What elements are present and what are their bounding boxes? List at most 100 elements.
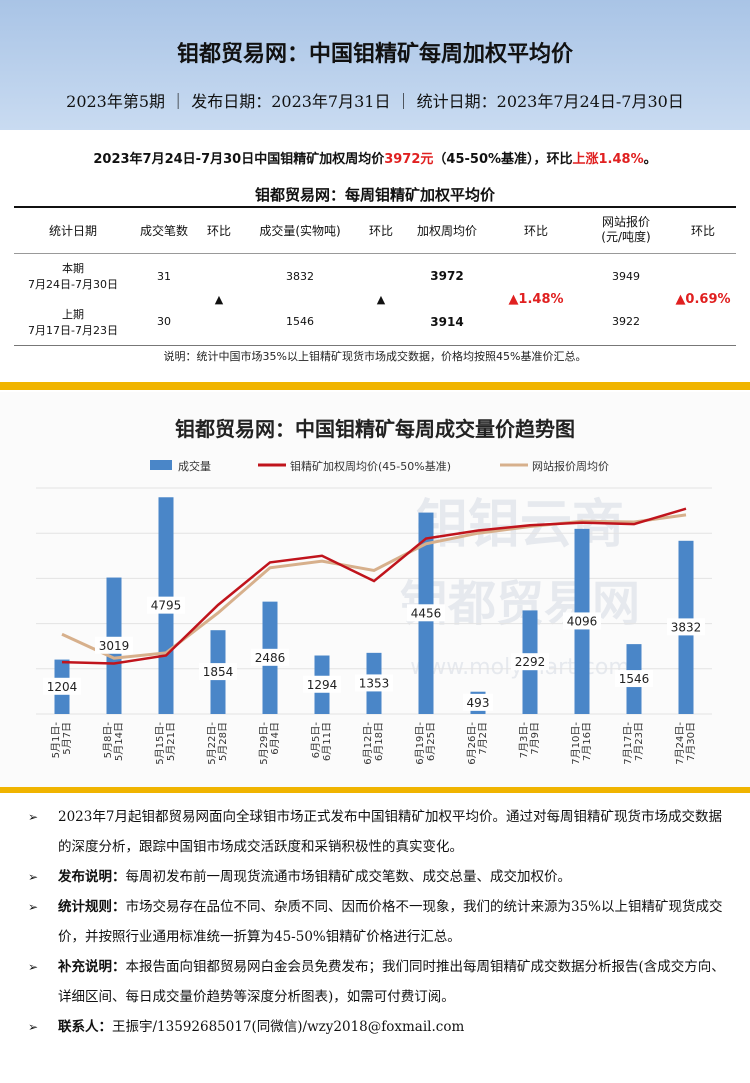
data-label-bg: [563, 612, 601, 630]
x-tick-label: 5月29日-: [258, 722, 270, 765]
list-item: ➢ 补充说明：本报告面向钼都贸易网白金会员免费发布；我们同时推出每周钼精矿成交数据…: [28, 952, 728, 1012]
arrow-icon: ➢: [28, 960, 39, 974]
report-title: 钼都贸易网：中国钼精矿每周加权平均价: [176, 42, 573, 67]
data-label: 2486: [255, 651, 286, 665]
list-item: ➢ 发布说明：每周初发布前一周现货流通市场钼精矿成交笔数、成交总量、成交加权价。: [28, 862, 728, 892]
data-label: 1294: [307, 678, 338, 692]
weekly-price-table: 统计日期 成交笔数 环比 成交量(实物吨) 环比 加权周均价 环比 网站报价 (…: [14, 206, 736, 346]
list-item: ➢ 联系人：王振宇/13592685017(同微信)/wzy2018@foxmai…: [28, 1012, 728, 1042]
legend-label: 网站报价周均价: [532, 459, 609, 473]
summary-suffix: 。: [643, 152, 657, 167]
arrow-icon: ➢: [28, 810, 39, 824]
data-label: 1204: [47, 680, 78, 694]
report-subtitle: 2023年第5期 ｜ 发布日期：2023年7月31日 ｜ 统计日期：2023年7…: [66, 92, 684, 111]
x-tick-label: 5月21日: [165, 722, 177, 761]
legend-label: 钼精矿加权周均价(45-50%基准): [290, 459, 451, 473]
data-label-bg: [615, 670, 653, 688]
divider-bottom: [0, 787, 750, 793]
list-item: ➢ 2023年7月起钼都贸易网面向全球钼市场正式发布中国钼精矿加权平均价。通过对每…: [28, 802, 728, 862]
x-tick-label: 5月8日-: [102, 722, 114, 759]
chart-title: 钼都贸易网：中国钼精矿每周成交量价趋势图: [175, 417, 575, 441]
data-label-bg: [147, 596, 185, 614]
x-tick-label: 5月22日-: [206, 722, 218, 765]
x-tick-label: 5月28日: [217, 722, 229, 761]
row-volume: 3832: [286, 269, 314, 283]
header-count-change: 环比: [196, 207, 242, 254]
x-tick-label: 5月7日: [61, 722, 73, 755]
data-label-bg: [355, 674, 393, 692]
data-label: 3832: [671, 620, 702, 634]
row-volume: 1546: [286, 315, 314, 329]
x-tick-label: 7月17日-: [622, 722, 634, 765]
data-label-bg: [303, 675, 341, 693]
header-site-change: 环比: [670, 207, 736, 254]
x-tick-label: 7月24日-: [674, 722, 686, 765]
data-label: 4096: [567, 614, 598, 628]
summary-price: 3972元: [384, 152, 434, 167]
arrow-icon: ➢: [28, 1020, 39, 1034]
summary-middle: （45-50%基准），环比: [433, 152, 573, 167]
data-label: 493: [467, 696, 490, 710]
row-count: 31: [157, 269, 171, 283]
legend-label: 成交量: [178, 459, 211, 473]
x-tick-label: 6月5日-: [310, 722, 322, 759]
row-site-price: 3949: [612, 269, 640, 283]
divider-top: [0, 382, 750, 390]
x-tick-label: 7月3日-: [518, 722, 530, 759]
x-tick-label: 7月10日-: [570, 722, 582, 765]
header-price: 加权周均价: [404, 207, 490, 254]
x-tick-label: 6月4日: [269, 722, 281, 755]
header-period: 统计日期: [14, 207, 132, 254]
data-label-bg: [199, 663, 237, 681]
x-tick-label: 6月25日: [425, 722, 437, 761]
data-label: 1854: [203, 665, 234, 679]
row-period: 上期 7月17日-7月23日: [28, 307, 118, 337]
x-tick-label: 7月30日: [685, 722, 697, 761]
data-label: 1546: [619, 672, 650, 686]
row-price: 3914: [430, 314, 464, 329]
x-tick-label: 6月11日: [321, 722, 333, 761]
table-note: 说明：统计中国市场35%以上钼精矿现货市场成交数据，价格均按照45%基准价汇总。: [163, 350, 587, 363]
arrow-icon: ➢: [28, 900, 39, 914]
table-row: 本期 7月24日-7月30日 31 ▲ 3832 ▲ 3972 ▲1.48% 39…: [14, 253, 736, 306]
header-count: 成交笔数: [132, 207, 196, 254]
arrow-icon: ➢: [28, 870, 39, 884]
summary-change: 上涨1.48%: [572, 152, 644, 167]
data-label: 3019: [99, 639, 130, 653]
report-header: 钼都贸易网：中国钼精矿每周加权平均价 2023年第5期 ｜ 发布日期：2023年…: [0, 0, 750, 130]
row-period: 本期 7月24日-7月30日: [28, 262, 118, 292]
list-item: ➢ 统计规则：市场交易存在品位不同、杂质不同、因而价格不一现象，我们的统计来源为3…: [28, 892, 728, 952]
data-label: 4456: [411, 606, 442, 620]
data-label-bg: [407, 604, 445, 622]
trend-chart: 钼钼云商钼都贸易网www.molymart.com钼都贸易网：中国钼精矿每周成交…: [36, 417, 712, 765]
x-tick-label: 6月19日-: [414, 722, 426, 765]
table-row: 上期 7月17日-7月23日 30 1546 3914 3922: [14, 299, 736, 345]
summary-prefix: 2023年7月24日-7月30日中国钼精矿加权周均价: [93, 152, 385, 167]
data-label: 4795: [151, 599, 182, 613]
x-tick-label: 6月12日-: [362, 722, 374, 765]
volume-up-icon: ▲: [376, 292, 386, 306]
header-volume: 成交量(实物吨): [242, 207, 358, 254]
notes-list: ➢ 2023年7月起钼都贸易网面向全球钼市场正式发布中国钼精矿加权平均价。通过对每…: [28, 802, 728, 1042]
data-label-bg: [95, 636, 133, 654]
legend-swatch-volume: [150, 460, 172, 470]
price-change: ▲1.48%: [508, 291, 564, 307]
table-header-row: 统计日期 成交笔数 环比 成交量(实物吨) 环比 加权周均价 环比 网站报价 (…: [14, 207, 736, 254]
x-tick-label: 6月18日: [373, 722, 385, 761]
price-summary: 2023年7月24日-7月30日中国钼精矿加权周均价3972元（45-50%基准…: [0, 148, 750, 167]
data-label-bg: [43, 677, 81, 695]
count-up-icon: ▲: [214, 292, 224, 306]
row-site-price: 3922: [612, 315, 640, 329]
chart-container: 钼钼云商钼都贸易网www.molymart.com钼都贸易网：中国钼精矿每周成交…: [0, 392, 750, 787]
row-count: 30: [157, 315, 171, 329]
row-price: 3972: [430, 269, 464, 284]
x-tick-label: 7月16日: [581, 722, 593, 761]
data-label: 2292: [515, 655, 546, 669]
data-label: 1353: [359, 676, 390, 690]
x-tick-label: 6月26日-: [466, 722, 478, 765]
data-label-bg: [251, 648, 289, 666]
header-site-price: 网站报价 (元/吨度): [582, 207, 670, 254]
series-line-site-price: [61, 513, 687, 660]
x-tick-label: 5月15日-: [154, 722, 166, 765]
x-tick-label: 7月23日: [633, 722, 645, 761]
